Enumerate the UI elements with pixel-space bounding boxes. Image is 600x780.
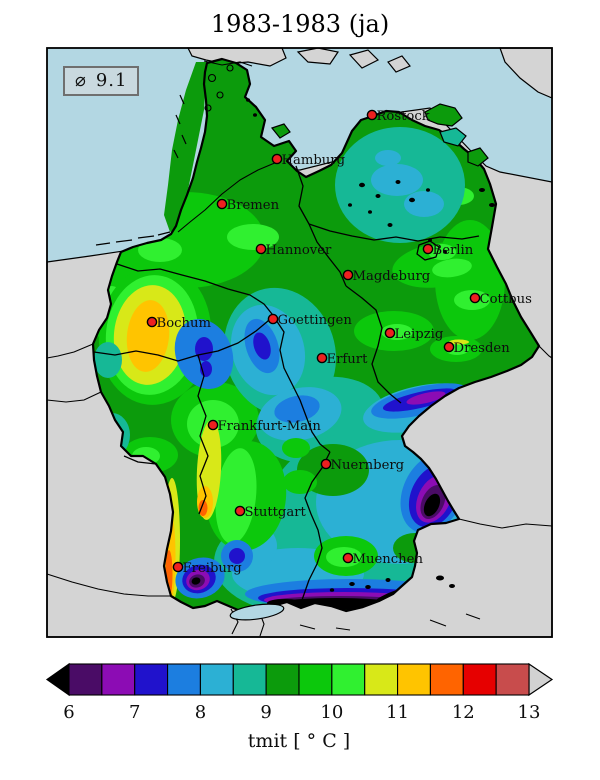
state-borders [93,161,480,601]
denmark [187,47,287,67]
city-marker-hannover [255,243,267,255]
city-label-erfurt: Erfurt [327,352,369,367]
islands [95,94,489,246]
colorbar-segment-2 [134,663,169,696]
colorbar-under-arrow [45,662,70,697]
colorbar-tick-11: 11 [386,702,409,723]
city-marker-bremen [216,198,228,210]
figure-title: 1983-1983 (ja) [210,10,390,38]
city-label-muenchen: Muenchen [353,552,424,567]
lakes [204,64,495,631]
colorbar-segment-10 [397,663,431,696]
colorbar: 6 7 8 9 10 11 12 13 tmit [ ° C ] [45,662,554,752]
city-marker-stuttgart [234,505,246,517]
city-label-rostock: Rostock [377,109,431,124]
colorbar-segment-3 [167,663,201,696]
city-marker-freiburg [172,561,184,573]
city-marker-leipzig [384,327,396,339]
city-marker-rostock [366,109,378,121]
city-label-cottbus: Cottbus [480,292,533,307]
mean-value-box: ⌀ 9.1 [63,66,140,96]
colorbar-tick-12: 12 [452,702,475,723]
colorbar-segment-6 [265,663,300,696]
mean-value: 9.1 [95,70,128,91]
city-marker-frankfurt-main [207,419,219,431]
colorbar-tick-9: 9 [260,702,271,723]
colorbar-segment-12 [462,663,497,696]
colorbar-segment-5 [232,663,267,696]
city-label-goettingen: Goettingen [278,313,353,328]
colorbar-segment-1 [101,663,136,696]
city-label-dresden: Dresden [454,341,511,356]
city-marker-dresden [443,341,455,353]
city-marker-muenchen [342,552,354,564]
city-label-hamburg: Hamburg [282,153,346,168]
germany-border [91,57,541,615]
city-marker-magdeburg [342,269,354,281]
colorbar-over-arrow [528,662,554,697]
diameter-symbol: ⌀ [75,70,87,91]
city-marker-erfurt [316,352,328,364]
colorbar-tick-6: 6 [63,702,74,723]
contour-bleed [164,62,206,232]
city-marker-cottbus [469,292,481,304]
city-label-bremen: Bremen [227,198,280,213]
city-label-nuernberg: Nuernberg [331,458,405,473]
city-marker-goettingen [267,313,279,325]
colorbar-segment-7 [298,663,333,696]
colorbar-tick-7: 7 [129,702,140,723]
city-label-frankfurt-main: Frankfurt-Main [218,419,322,434]
city-marker-bochum [146,316,158,328]
city-marker-nuernberg [320,458,332,470]
colorbar-tick-10: 10 [320,702,343,723]
cities: Rostock Hamburg Bremen Hannover BerlinMagdeb… [146,109,533,576]
colorbar-segment-8 [331,663,366,696]
map-frame [46,47,553,638]
colorbar-segment-0 [68,663,103,696]
city-label-hannover: Hannover [266,243,333,258]
colorbar-segment-11 [429,663,464,696]
city-label-leipzig: Leipzig [395,327,444,342]
city-label-freiburg: Freiburg [183,561,243,576]
colorbar-segment-9 [364,663,399,696]
city-marker-hamburg [271,153,283,165]
city-label-berlin: Berlin [433,243,474,258]
colorbar-label: tmit [ ° C ] [248,730,350,752]
colorbar-tick-8: 8 [195,702,206,723]
city-marker-berlin [422,243,434,255]
colorbar-tick-13: 13 [518,702,541,723]
colorbar-segment-13 [495,663,530,696]
city-label-bochum: Bochum [157,316,212,331]
city-label-stuttgart: Stuttgart [245,505,307,520]
colorbar-segment-4 [199,663,234,696]
city-label-magdeburg: Magdeburg [353,269,431,284]
